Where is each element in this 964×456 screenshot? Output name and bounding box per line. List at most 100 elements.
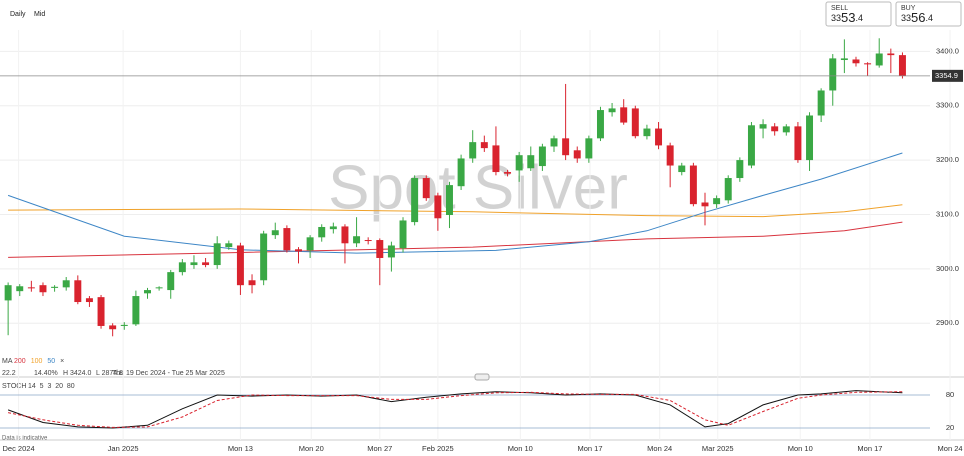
x-tick-label: Dec 2024: [3, 444, 35, 453]
candle-body: [852, 59, 860, 64]
candle-body: [132, 296, 140, 325]
x-tick-label: Mon 20: [299, 444, 324, 453]
candle-body: [329, 226, 337, 230]
footnote: Data is indicative: [2, 436, 48, 442]
candle-body: [817, 90, 825, 116]
x-tick-label: Mon 10: [788, 444, 813, 453]
candle-body: [109, 325, 117, 330]
sell-price: 3353.4: [831, 10, 863, 25]
x-tick-label: Mon 27: [367, 444, 392, 453]
y-tick-label: 3400.0: [936, 46, 959, 55]
ma-title: MA: [2, 358, 13, 365]
panel-handle[interactable]: [474, 373, 490, 381]
candle-body: [608, 108, 616, 113]
stat: 22.2: [2, 370, 16, 377]
candle-body: [538, 146, 546, 167]
candle-body: [515, 155, 523, 171]
price-part: .4: [925, 13, 933, 23]
candle-body: [655, 128, 663, 146]
candle-body: [759, 124, 767, 129]
legend-entry: 200: [14, 358, 26, 365]
legend-close: ×: [60, 358, 64, 365]
candle-body: [225, 243, 233, 248]
candle-body: [771, 126, 779, 132]
x-tick-label: Mar 2025: [702, 444, 734, 453]
candle-body: [39, 285, 47, 293]
candle-body: [596, 110, 604, 139]
price-type[interactable]: Mid: [34, 11, 45, 18]
price-part: 33: [901, 13, 911, 23]
candle-body: [97, 297, 105, 326]
candle-body: [306, 237, 314, 251]
candle-body: [364, 240, 372, 242]
candle-body: [457, 158, 465, 187]
candle-body: [213, 243, 221, 266]
stoch-title: STOCH: [2, 383, 26, 390]
candle-body: [840, 58, 848, 61]
candle-body: [689, 165, 697, 205]
candle-body: [62, 280, 70, 288]
candle-body: [794, 126, 802, 161]
candle-body: [260, 233, 268, 281]
candle-body: [620, 107, 628, 123]
candle-body: [4, 285, 12, 301]
candle-body: [16, 286, 24, 292]
candle-body: [782, 126, 790, 133]
candle-body: [747, 125, 755, 166]
candle-body: [492, 145, 500, 173]
sell-box-frame: [825, 1, 892, 27]
ma-line: [7, 152, 903, 254]
y-tick-label: 80: [946, 390, 954, 399]
ma-line: [8, 204, 903, 218]
buy-price: 3356.4: [901, 10, 933, 25]
sell-label: SELL: [831, 5, 848, 12]
price-part: 56: [911, 10, 925, 25]
candle-body: [248, 280, 256, 286]
candle-body: [376, 240, 384, 258]
candle-body: [341, 226, 349, 244]
candle-body: [434, 195, 442, 219]
candle-body: [399, 220, 407, 249]
candle-body: [178, 262, 186, 273]
stat: L 2874.8: [96, 370, 123, 377]
candle-body: [887, 53, 895, 56]
x-tick-label: Mon 13: [228, 444, 253, 453]
y-tick-label: 3200.0: [936, 155, 959, 164]
candle-body: [469, 142, 477, 159]
x-tick-label: Feb 2025: [422, 444, 454, 453]
price-part: 53: [841, 10, 855, 25]
stoch-line: [7, 390, 903, 429]
buy-box[interactable]: BUY 3356.4: [895, 1, 962, 27]
x-tick-label: Mon 24: [647, 444, 672, 453]
candle-body: [236, 245, 244, 286]
candle-body: [353, 236, 361, 244]
y-tick-label: 20: [946, 423, 954, 432]
candle-body: [85, 298, 93, 303]
candle-body: [318, 226, 326, 238]
candle-body: [736, 160, 744, 179]
stoch-line: [7, 391, 903, 428]
candle-body: [806, 115, 814, 161]
candle-body: [480, 142, 488, 149]
stoch-params: 14 5 3 20 80: [28, 383, 75, 390]
last-price-box: [932, 69, 963, 82]
candle-body: [701, 202, 709, 207]
candle-body: [562, 138, 570, 156]
sell-box[interactable]: SELL 3353.4: [825, 1, 892, 27]
candle-body: [573, 150, 581, 159]
interval[interactable]: Daily: [10, 11, 26, 18]
candle-body: [144, 290, 151, 294]
candle-body: [445, 185, 453, 216]
stat: Thu 19 Dec 2024 - Tue 25 Mar 2025: [112, 370, 225, 377]
candle-body: [155, 287, 163, 289]
legend-entry: 100: [31, 358, 43, 365]
candle-body: [51, 286, 59, 288]
stat: H 3424.0: [63, 370, 92, 377]
candle-body: [202, 262, 210, 266]
price-part: 33: [831, 13, 841, 23]
buy-box-frame: [895, 1, 962, 27]
stat: 14.40%: [34, 370, 58, 377]
buy-label: BUY: [901, 5, 916, 12]
y-tick-label: 3300.0: [936, 101, 959, 110]
last-price-label: 3354.9: [935, 71, 958, 80]
